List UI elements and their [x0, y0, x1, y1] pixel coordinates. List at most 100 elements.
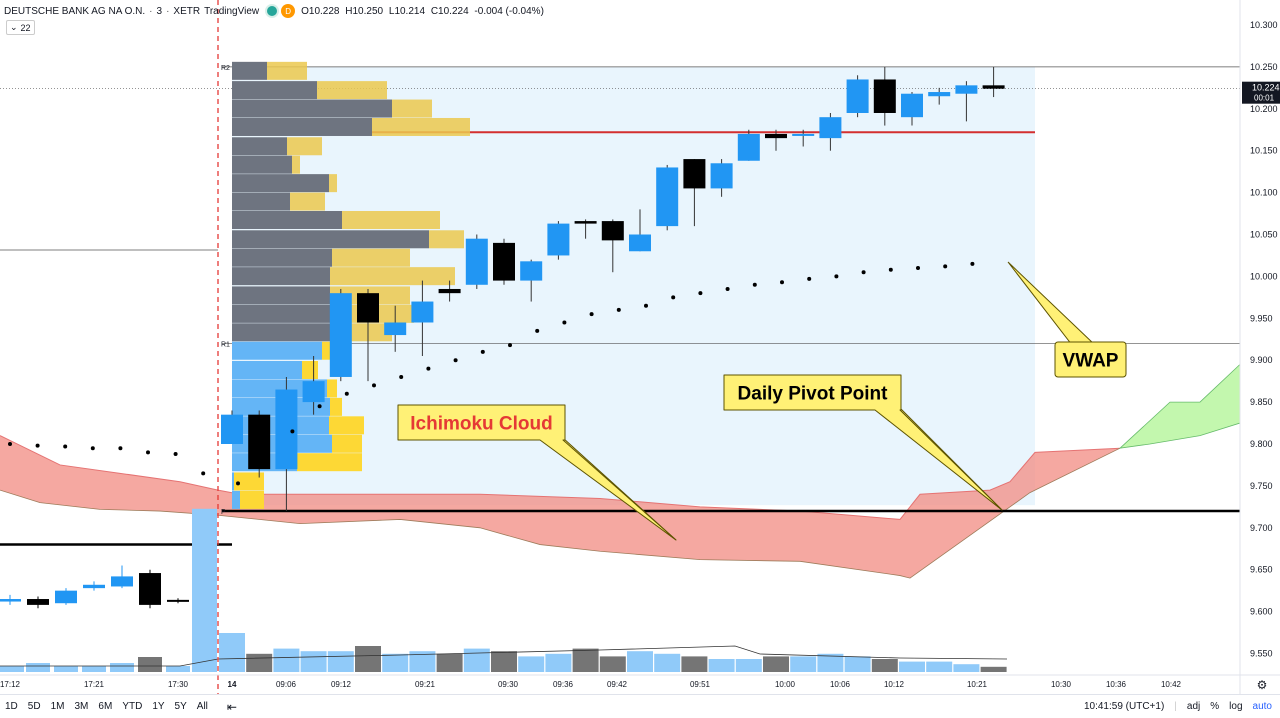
volume-bar [627, 651, 653, 672]
volume-profile-up-bar [232, 81, 317, 100]
r1-label: R1 [221, 341, 230, 348]
auto-toggle[interactable]: auto [1252, 701, 1272, 712]
volume-profile-up-bar [232, 61, 267, 80]
cloud-span-b [0, 447, 1121, 579]
percent-toggle[interactable]: % [1210, 701, 1220, 712]
candle-body [384, 322, 407, 336]
timeframe-1d[interactable]: 1D [5, 701, 18, 712]
interval[interactable]: 3 [156, 5, 163, 17]
time-tick-label: 10:06 [830, 680, 851, 689]
date-range-icon[interactable]: ⇤ [226, 699, 237, 714]
volume-bar-spike [192, 508, 217, 672]
timeframe-ytd[interactable]: YTD [122, 701, 143, 712]
time-tick-label: 10:42 [1161, 680, 1182, 689]
volume-profile-up-bar [232, 490, 240, 509]
volume-bar [300, 651, 327, 672]
candle-body [55, 590, 77, 604]
vwap-callout-shape [1054, 341, 1127, 378]
vwap-dot [290, 429, 295, 434]
volume-profile-up-bar [232, 267, 330, 286]
candle-body [765, 133, 787, 139]
candle-body [302, 381, 325, 403]
open-label: O [301, 5, 309, 17]
source: TradingView [204, 5, 260, 17]
ichimoku-callout-shape [397, 404, 677, 541]
close-label: C [430, 5, 439, 17]
candle-body [221, 414, 243, 444]
vwap-dot [616, 307, 621, 312]
volume-profile-up-bar [232, 341, 322, 360]
candle-body [928, 92, 951, 97]
timeframe-1y[interactable]: 1Y [152, 701, 165, 712]
volume-bar [0, 666, 24, 672]
symbol-name[interactable]: DEUTSCHE BANK AG NA O.N. [4, 5, 146, 17]
chevron-down-icon: ⌄ [10, 22, 18, 32]
timeframe-5d[interactable]: 5D [27, 701, 41, 712]
volume-bar [654, 653, 681, 672]
exchange: XETR [173, 5, 201, 17]
vwap-dot [861, 270, 866, 275]
volume-bar [545, 653, 572, 672]
vwap-dot [173, 452, 178, 457]
candle-body [873, 79, 896, 113]
time-tick-label: 17:12 [0, 680, 21, 689]
vwap-dot [344, 391, 349, 396]
vwap-dot [236, 481, 240, 486]
volume-bar [871, 659, 898, 672]
pivot-callout-shape [723, 374, 1003, 511]
settings-gear-icon[interactable]: ⚙ [1257, 678, 1268, 692]
volume-bar [273, 648, 300, 672]
volume-bar [110, 663, 134, 672]
vwap-dot [426, 366, 431, 371]
time-tick-label: 17:21 [84, 680, 105, 689]
delayed-data-icon[interactable]: D [281, 4, 296, 18]
volume-bar [355, 646, 381, 672]
candle-body [0, 599, 21, 602]
current-price-marker [1242, 81, 1280, 104]
candle-body [357, 293, 379, 323]
volume-profile-down-bar [342, 211, 440, 230]
volume-profile-down-bar [330, 267, 455, 286]
volume-profile-up-bar [232, 174, 329, 193]
time-tick-label: 09:42 [607, 680, 628, 689]
volume-profile-down-bar [287, 137, 322, 156]
change-value: -0.004 (-0.04%) [474, 5, 544, 17]
volume-bar [735, 659, 762, 672]
timeframe-3m[interactable]: 3M [74, 701, 89, 712]
timeframe-1m[interactable]: 1M [50, 701, 65, 712]
timeframe-5y[interactable]: 5Y [174, 701, 187, 712]
status-indicators: D [265, 4, 296, 18]
timeframe-6m[interactable]: 6M [98, 701, 113, 712]
vwap-callout: VWAP [1054, 341, 1127, 378]
volume-bar [953, 664, 980, 672]
volume-bar [681, 656, 708, 672]
log-toggle[interactable]: log [1229, 701, 1243, 712]
vwap-dot [372, 383, 376, 388]
volume-bar [599, 656, 626, 672]
volume-bar [790, 656, 817, 672]
timeframe-all[interactable]: All [196, 701, 208, 712]
vwap-dot [399, 374, 404, 379]
bottom-toolbar: 1D 5D 1M 3M 6M YTD 1Y 5Y All ⇤ 10:41:59 (UTC+1) … [0, 694, 1280, 718]
candle-body [955, 85, 978, 94]
candle-body [329, 293, 352, 377]
high-value: 10.250 [352, 5, 384, 17]
clock[interactable]: 10:41:59 (UTC+1) [1083, 701, 1165, 712]
volume-bar [54, 666, 78, 672]
indicators-toggle-button[interactable]: ⌄ 22 [6, 20, 35, 35]
volume-profile-up-bar [232, 248, 332, 267]
price-tick-label: 10.150 [1250, 146, 1278, 156]
time-tick-label: 09:06 [276, 680, 297, 689]
low-value: 10.214 [394, 5, 426, 17]
countdown-label: 00:01 [1254, 94, 1275, 103]
volume-profile-down-bar [327, 379, 337, 398]
price-chart[interactable]: R2 R1 P Ichimoku Cloud Daily Pivot Point VWAP… [0, 0, 1280, 694]
volume-profile-up-bar [232, 230, 429, 249]
time-tick-label: 09:51 [690, 680, 711, 689]
price-tick-label: 9.900 [1250, 355, 1273, 365]
volume-profile-down-bar [240, 490, 264, 509]
adj-toggle[interactable]: adj [1186, 701, 1201, 712]
timeframe-buttons: 1D 5D 1M 3M 6M YTD 1Y 5Y All [0, 701, 213, 712]
price-tick-label: 10.200 [1250, 104, 1278, 114]
ichimoku-cloud-bullish [1118, 363, 1241, 449]
